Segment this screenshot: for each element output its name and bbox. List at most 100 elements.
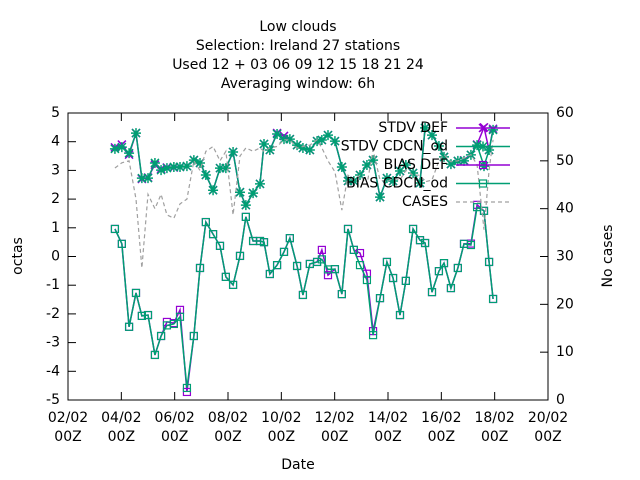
marker-star <box>375 192 385 203</box>
marker <box>478 179 488 188</box>
marker <box>343 176 353 187</box>
marker <box>284 134 295 145</box>
marker-star <box>272 128 283 139</box>
marker <box>255 178 265 189</box>
marker <box>336 161 347 172</box>
y-tick-label: 0 <box>51 249 60 265</box>
marker-star <box>195 157 205 168</box>
marker <box>478 123 488 133</box>
marker-star <box>175 161 185 172</box>
x-tick-label: 16/02 00Z <box>421 410 461 445</box>
chart-subtitle: Averaging window: 6h <box>221 76 375 92</box>
marker <box>395 165 405 176</box>
x-tick-label-line: 00Z <box>214 429 241 445</box>
x-tick-label: 14/02 00Z <box>368 410 408 445</box>
marker-square <box>446 283 456 293</box>
legend-label: CASES <box>402 194 448 210</box>
marker <box>272 128 283 139</box>
marker-star <box>149 157 160 168</box>
marker <box>446 283 456 293</box>
marker <box>420 238 430 248</box>
marker <box>215 241 225 250</box>
marker-star <box>439 151 449 162</box>
marker-star <box>124 148 135 159</box>
marker <box>259 138 269 149</box>
marker <box>297 143 308 154</box>
marker <box>349 245 358 254</box>
marker <box>169 319 178 329</box>
y2-tick-label: 0 <box>556 392 565 408</box>
x-tick-label-line: 00Z <box>161 429 188 445</box>
x-tick-label: 02/02 00Z <box>48 410 88 445</box>
marker-star <box>361 159 372 170</box>
marker <box>420 122 431 133</box>
marker-star <box>408 167 419 178</box>
marker-star <box>181 161 192 172</box>
marker <box>279 134 289 145</box>
marker <box>143 173 153 184</box>
marker-star <box>395 165 405 176</box>
marker <box>156 165 167 176</box>
marker <box>400 159 411 170</box>
marker <box>362 275 372 285</box>
marker-star <box>316 134 327 145</box>
marker <box>195 157 205 168</box>
chart-subtitle: Used 12 + 03 06 09 12 15 18 21 24 <box>172 57 424 73</box>
marker-star <box>348 176 359 187</box>
x-tick-label: 20/02 00Z <box>528 410 568 445</box>
marker-square <box>241 212 250 221</box>
marker <box>265 269 274 279</box>
marker-square <box>349 245 358 254</box>
y-tick-label: -2 <box>46 306 60 322</box>
marker-star <box>259 138 269 149</box>
x-tick-label-line: 12/02 <box>314 410 354 426</box>
marker <box>312 136 323 147</box>
marker <box>439 151 449 162</box>
marker-star <box>459 155 469 166</box>
marker-square <box>401 276 410 285</box>
marker-star <box>400 159 411 170</box>
marker <box>181 161 192 172</box>
y2-tick-label: 20 <box>556 296 574 312</box>
marker <box>408 167 419 178</box>
marker-square <box>317 255 326 264</box>
marker <box>131 128 141 139</box>
y-tick-label: 4 <box>51 134 60 150</box>
x-tick-label-line: 00Z <box>321 429 348 445</box>
series-line <box>114 138 494 269</box>
marker-square <box>175 312 185 321</box>
marker <box>479 161 489 172</box>
legend-label: STDV DEF <box>378 120 448 136</box>
marker-square <box>478 160 488 170</box>
marker-square <box>420 238 430 248</box>
marker-star <box>116 142 127 153</box>
marker-square <box>388 273 398 283</box>
marker <box>395 310 405 320</box>
marker <box>124 322 134 331</box>
marker-square <box>259 238 269 247</box>
marker <box>168 161 179 172</box>
y-tick-label: 1 <box>51 220 60 236</box>
marker-square <box>292 261 302 271</box>
marker <box>343 224 353 234</box>
marker-star <box>248 188 259 199</box>
marker <box>110 224 120 234</box>
x-tick-label: 18/02 00Z <box>474 410 514 445</box>
marker-star <box>478 141 488 152</box>
series-line <box>114 205 494 389</box>
marker-star <box>488 124 499 135</box>
marker-square <box>195 263 205 273</box>
marker-star <box>427 130 437 141</box>
x-tick-label-line: 00Z <box>54 429 81 445</box>
x-tick-label-line: 14/02 <box>368 410 408 426</box>
marker-star <box>156 165 167 176</box>
x-tick-label-line: 00Z <box>108 429 135 445</box>
marker <box>136 173 147 184</box>
marker <box>292 261 302 271</box>
marker-square <box>228 280 238 290</box>
marker-star <box>161 163 172 174</box>
x-tick-label-line: 16/02 <box>421 410 461 426</box>
marker-star <box>433 141 444 152</box>
